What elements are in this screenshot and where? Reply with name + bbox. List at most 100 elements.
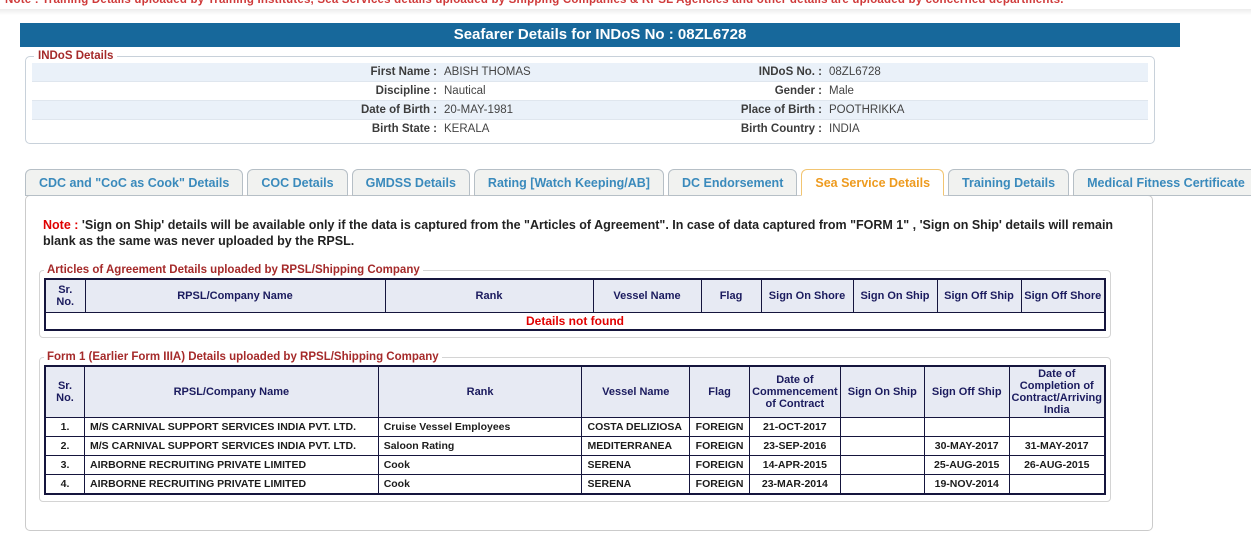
table-row: 1. M/S CARNIVAL SUPPORT SERVICES INDIA P… xyxy=(44,417,1106,437)
vessel-cell: SERENA xyxy=(581,455,691,475)
sign-on-ship-note: Note : 'Sign on Ship' details will be av… xyxy=(43,217,1134,249)
first-name-value: ABISH THOMAS xyxy=(444,66,531,78)
table-row: 3. AIRBORNE RECRUITING PRIVATE LIMITED C… xyxy=(44,455,1106,475)
place-of-birth-label: Place of Birth : xyxy=(740,104,822,116)
sr-no-cell: 4. xyxy=(44,474,85,494)
sign-off-ship-cell xyxy=(923,417,1010,437)
indos-row-birth: Date of Birth : 20-MAY-1981 Place of Bir… xyxy=(32,101,1148,120)
rank-cell: Cook xyxy=(377,474,583,494)
company-cell: AIRBORNE RECRUITING PRIVATE LIMITED xyxy=(84,455,379,475)
tab-sea-service-details[interactable]: Sea Service Details xyxy=(801,169,945,196)
col-rank: Rank xyxy=(377,365,583,418)
completion-date-cell: 31-MAY-2017 xyxy=(1008,436,1106,456)
birth-state-label: Birth State : xyxy=(371,123,437,135)
tab-medical-fitness-certificate[interactable]: Medical Fitness Certificate xyxy=(1073,169,1251,196)
details-not-found-message: Details not found xyxy=(44,311,1106,331)
indos-row-name: First Name : ABISH THOMAS INDoS No. : 08… xyxy=(32,63,1148,82)
gender-label: Gender : xyxy=(774,85,822,97)
sign-on-ship-cell xyxy=(839,455,925,475)
gender-value: Male xyxy=(829,85,854,97)
vessel-cell: MEDITERRANEA xyxy=(581,436,691,456)
tab-dc-endorsement[interactable]: DC Endorsement xyxy=(667,169,798,196)
flag-cell: FOREIGN xyxy=(689,417,751,437)
completion-date-cell xyxy=(1008,474,1106,494)
dob-value: 20-MAY-1981 xyxy=(444,104,514,116)
dob-label: Date of Birth : xyxy=(360,104,437,116)
sr-no-cell: 1. xyxy=(44,417,85,437)
sign-off-ship-cell: 25-AUG-2015 xyxy=(923,455,1010,475)
birth-country-label: Birth Country : xyxy=(740,123,822,135)
tab-bar: CDC and "CoC as Cook" Details COC Detail… xyxy=(25,169,1251,196)
company-cell: M/S CARNIVAL SUPPORT SERVICES INDIA PVT.… xyxy=(84,436,379,456)
col-rpsl-company-name: RPSL/Company Name xyxy=(84,365,379,418)
company-cell: M/S CARNIVAL SUPPORT SERVICES INDIA PVT.… xyxy=(84,417,379,437)
sign-off-ship-cell: 19-NOV-2014 xyxy=(923,474,1010,494)
top-disclaimer-note: Note : Training Details uploaded by Trai… xyxy=(0,0,1251,8)
tab-training-details[interactable]: Training Details xyxy=(948,169,1070,196)
sign-on-ship-cell xyxy=(839,436,925,456)
col-rpsl-company-name: RPSL/Company Name xyxy=(84,278,386,313)
commencement-date-cell: 23-SEP-2016 xyxy=(749,436,841,456)
col-sign-on-ship: Sign On Ship xyxy=(839,365,925,418)
flag-cell: FOREIGN xyxy=(689,455,751,475)
col-sr-no: Sr. No. xyxy=(44,278,86,313)
place-of-birth-value: POOTHRIKKA xyxy=(829,104,905,116)
col-flag: Flag xyxy=(700,278,762,313)
commencement-date-cell: 21-OCT-2017 xyxy=(749,417,841,437)
flag-cell: FOREIGN xyxy=(689,436,751,456)
flag-cell: FOREIGN xyxy=(689,474,751,494)
sr-no-cell: 2. xyxy=(44,436,85,456)
col-flag: Flag xyxy=(689,365,751,418)
tab-rating-watch-keeping-ab[interactable]: Rating [Watch Keeping/AB] xyxy=(473,169,664,196)
form1-header-row: Sr. No. RPSL/Company Name Rank Vessel Na… xyxy=(44,365,1106,418)
indos-row-discipline: Discipline : Nautical Gender : Male xyxy=(32,82,1148,101)
vessel-cell: SERENA xyxy=(581,474,691,494)
tab-gmdss-details[interactable]: GMDSS Details xyxy=(351,169,470,196)
col-vessel-name: Vessel Name xyxy=(592,278,702,313)
articles-of-agreement-group: Articles of Agreement Details uploaded b… xyxy=(39,264,1111,338)
articles-header-row: Sr. No. RPSL/Company Name Rank Vessel Na… xyxy=(44,278,1106,313)
vessel-cell: COSTA DELIZIOSA xyxy=(581,417,691,437)
tab-coc-details[interactable]: COC Details xyxy=(247,169,348,196)
articles-of-agreement-heading: Articles of Agreement Details uploaded b… xyxy=(47,264,420,276)
form1-group: Form 1 (Earlier Form IIIA) Details uploa… xyxy=(39,351,1111,502)
form1-heading: Form 1 (Earlier Form IIIA) Details uploa… xyxy=(47,351,439,363)
col-sign-off-shore: Sign Off Shore xyxy=(1020,278,1106,313)
page-title: Seafarer Details for INDoS No : 08ZL6728 xyxy=(20,23,1180,47)
table-row: 4. AIRBORNE RECRUITING PRIVATE LIMITED C… xyxy=(44,474,1106,494)
indos-details-legend: INDoS Details xyxy=(38,50,114,62)
birth-country-value: INDIA xyxy=(829,123,860,135)
rank-cell: Cruise Vessel Employees xyxy=(377,417,583,437)
top-disclaimer-text: Note : Training Details uploaded by Trai… xyxy=(5,0,1064,6)
indos-no-label: INDoS No. : xyxy=(758,66,822,78)
form1-table: Sr. No. RPSL/Company Name Rank Vessel Na… xyxy=(44,365,1106,495)
birth-state-value: KERALA xyxy=(444,123,490,135)
col-sign-on-shore: Sign On Shore xyxy=(760,278,854,313)
toolbar-shadow xyxy=(0,9,1251,15)
commencement-date-cell: 23-MAR-2014 xyxy=(749,474,841,494)
col-date-of-completion: Date of Completion of Contract/Arriving … xyxy=(1008,365,1106,418)
sign-on-ship-cell xyxy=(839,417,925,437)
sr-no-cell: 3. xyxy=(44,455,85,475)
completion-date-cell xyxy=(1008,417,1106,437)
col-date-of-commencement: Date of Commencement of Contract xyxy=(749,365,841,418)
rank-cell: Saloon Rating xyxy=(377,436,583,456)
first-name-label: First Name : xyxy=(370,66,437,78)
discipline-value: Nautical xyxy=(444,85,486,97)
col-sign-off-ship: Sign Off Ship xyxy=(923,365,1010,418)
table-row: 2. M/S CARNIVAL SUPPORT SERVICES INDIA P… xyxy=(44,436,1106,456)
note-prefix: Note : xyxy=(43,218,79,232)
discipline-label: Discipline : xyxy=(375,85,437,97)
company-cell: AIRBORNE RECRUITING PRIVATE LIMITED xyxy=(84,474,379,494)
indos-row-state: Birth State : KERALA Birth Country : IND… xyxy=(32,120,1148,139)
indos-details-fieldset: INDoS Details First Name : ABISH THOMAS … xyxy=(25,50,1155,144)
tab-cdc-coc-as-cook-details[interactable]: CDC and "CoC as Cook" Details xyxy=(25,169,244,196)
col-vessel-name: Vessel Name xyxy=(581,365,691,418)
col-sign-off-ship: Sign Off Ship xyxy=(936,278,1022,313)
col-sr-no: Sr. No. xyxy=(44,365,85,418)
sign-on-ship-cell xyxy=(839,474,925,494)
indos-no-value: 08ZL6728 xyxy=(829,66,881,78)
col-sign-on-ship: Sign On Ship xyxy=(852,278,938,313)
articles-of-agreement-table: Sr. No. RPSL/Company Name Rank Vessel Na… xyxy=(44,278,1106,331)
sign-off-ship-cell: 30-MAY-2017 xyxy=(923,436,1010,456)
